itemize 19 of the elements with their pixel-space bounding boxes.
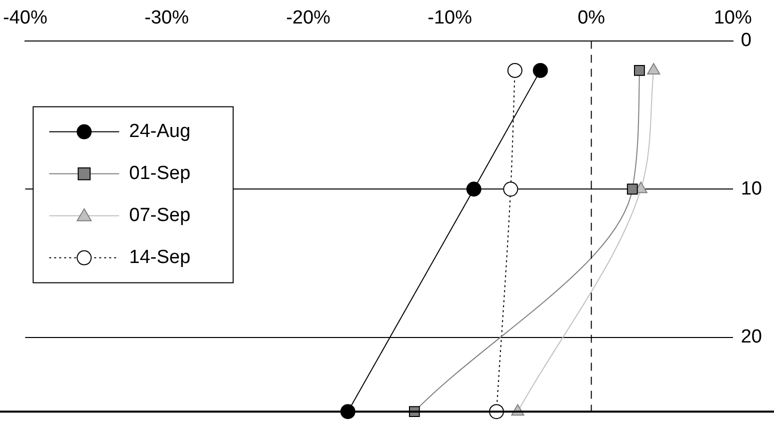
x-tick-label: 10% <box>714 8 752 29</box>
legend-label: 14-Sep <box>129 247 190 268</box>
y-tick-label: 20 <box>740 326 762 348</box>
point <box>532 62 548 78</box>
point <box>507 62 522 78</box>
x-tick-label: -20% <box>286 8 331 29</box>
point <box>466 182 482 197</box>
legend-label: 24-Aug <box>129 121 190 142</box>
x-tick-label: -30% <box>144 8 189 29</box>
point <box>626 184 638 195</box>
y-tick-label: 0 <box>740 30 752 52</box>
legend-label: 07-Sep <box>129 205 190 226</box>
x-tick-label: 0% <box>578 8 606 29</box>
y-tick-label: 10 <box>740 178 762 200</box>
point <box>503 182 518 197</box>
point <box>634 65 645 76</box>
legend-label: 01-Sep <box>129 163 190 184</box>
x-tick-label: -10% <box>428 8 472 29</box>
x-tick-label: -40% <box>3 8 48 29</box>
